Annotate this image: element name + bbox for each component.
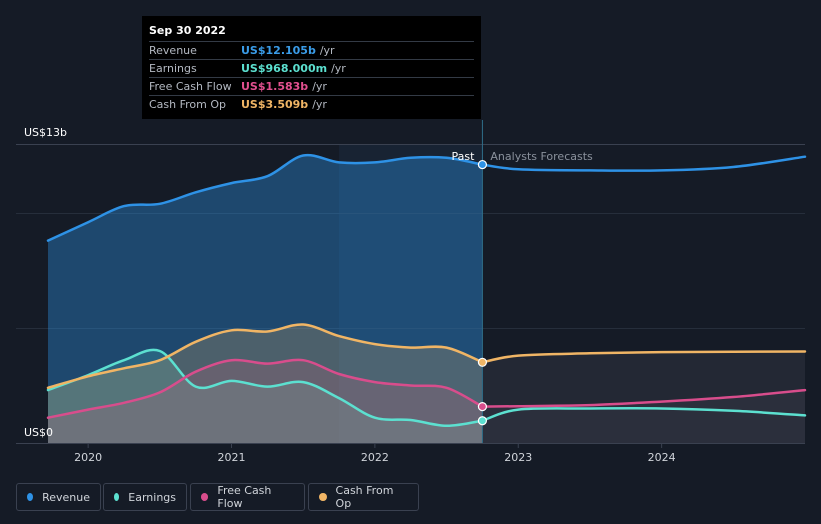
tooltip-date: Sep 30 2022 — [149, 24, 226, 37]
cash-from-op-forecast-area — [482, 351, 805, 443]
legend-dot-icon — [114, 493, 120, 501]
revenue-forecast-line — [481, 155, 807, 172]
tooltip-label: Earnings — [149, 62, 197, 75]
cash-from-op-past-area — [48, 324, 483, 443]
free-cash-flow-current-point[interactable] — [477, 401, 488, 412]
tooltip-value: US$3.509b — [241, 98, 309, 111]
revenue-current-point[interactable] — [477, 159, 488, 170]
x-tick-label: 2022 — [361, 451, 389, 464]
legend-dot-icon — [201, 493, 209, 501]
tooltip-row-earnings: Earnings US$968.000m /yr — [149, 59, 474, 77]
tooltip-value: US$12.105b — [241, 44, 316, 57]
legend-dot-icon — [27, 493, 34, 501]
x-axis-ticks: 2020 2021 2022 2023 2024 — [74, 443, 676, 464]
earnings-current-point[interactable] — [477, 416, 488, 426]
tooltip-label: Free Cash Flow — [149, 80, 232, 93]
tooltip-unit: /yr — [319, 44, 335, 57]
tooltip-unit: /yr — [331, 62, 346, 75]
free-cash-flow-past-line — [46, 358, 484, 419]
legend-label: Cash From Op — [335, 484, 394, 510]
legend-item-earnings[interactable]: Earnings — [103, 483, 187, 511]
free-cash-flow-forecast-line — [481, 388, 807, 408]
tooltip-unit: /yr — [312, 80, 327, 93]
y-axis-top-label: US$13b — [24, 126, 67, 139]
legend-label: Earnings — [128, 490, 176, 504]
legend-label: Free Cash Flow — [217, 484, 272, 510]
tooltip-value: US$1.583b — [241, 80, 309, 93]
earnings-past-area — [48, 349, 483, 443]
current-value-markers — [477, 159, 488, 426]
tooltip-row-free-cash-flow: Free Cash Flow US$1.583b /yr — [149, 77, 474, 95]
tooltip-label: Cash From Op — [149, 98, 227, 111]
revenue-past-area — [48, 155, 483, 443]
cash-from-op-past-line — [46, 323, 484, 390]
earnings-past-line — [46, 348, 484, 428]
forecast-label: Analysts Forecasts — [490, 150, 593, 163]
legend-item-cash-from-op[interactable]: Cash From Op — [308, 483, 419, 511]
tooltip-label: Revenue — [149, 44, 197, 57]
x-tick-label: 2023 — [504, 451, 532, 464]
data-tooltip: Sep 30 2022 Revenue US$12.105b /yr Earni… — [142, 16, 481, 119]
x-tick-label: 2020 — [74, 451, 102, 464]
tooltip-value: US$968.000m — [241, 62, 328, 75]
cash-from-op-current-point[interactable] — [477, 357, 488, 367]
revenue-past-line — [46, 153, 484, 242]
legend-label: Revenue — [42, 490, 90, 504]
series-areas — [48, 155, 805, 443]
legend-item-revenue[interactable]: Revenue — [16, 483, 101, 511]
tooltip-unit: /yr — [312, 98, 327, 111]
free-cash-flow-past-area — [48, 359, 483, 443]
past-label: Past — [451, 150, 475, 163]
tooltip-row-revenue: Revenue US$12.105b /yr — [149, 41, 474, 59]
cash-from-op-forecast-line — [481, 350, 807, 364]
x-tick-label: 2024 — [648, 451, 676, 464]
legend-item-free-cash-flow[interactable]: Free Cash Flow — [190, 483, 305, 511]
earnings-forecast-line — [481, 407, 807, 422]
free-cash-flow-forecast-area — [482, 390, 805, 443]
tooltip-row-cash-from-op: Cash From Op US$3.509b /yr — [149, 95, 474, 113]
series-lines — [46, 153, 807, 428]
y-axis-bottom-label: US$0 — [24, 426, 53, 439]
x-tick-label: 2021 — [218, 451, 246, 464]
legend-dot-icon — [319, 493, 327, 501]
